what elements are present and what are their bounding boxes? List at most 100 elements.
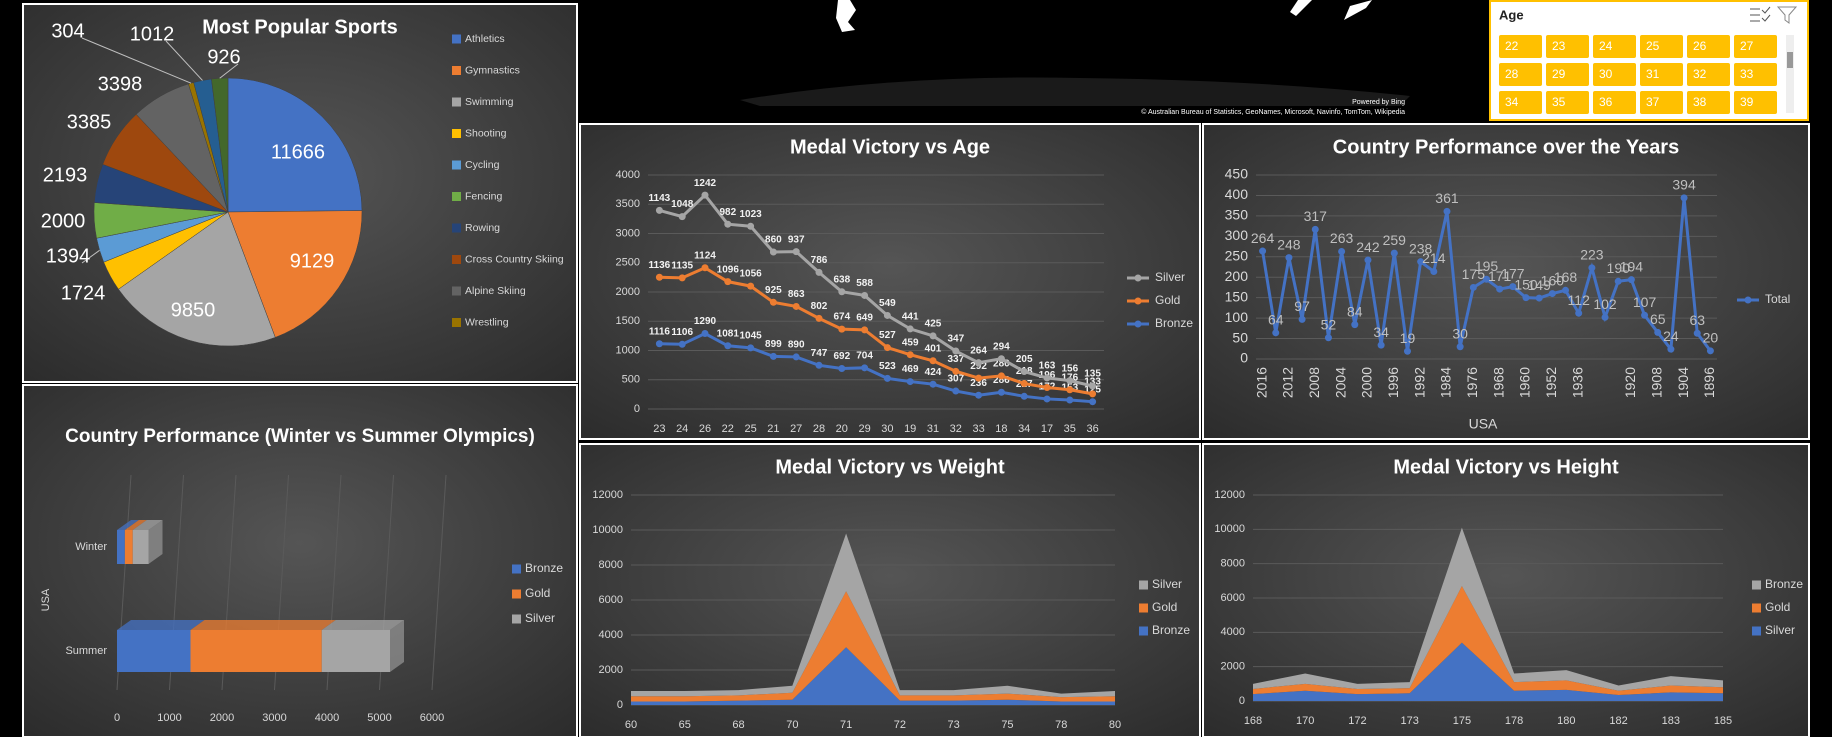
legend-label: Silver (1765, 623, 1795, 637)
marker (929, 332, 937, 340)
x-tick-label: 80 (1109, 719, 1121, 731)
slicer-button[interactable] (1640, 63, 1683, 86)
slicer-button[interactable] (1734, 35, 1777, 58)
marker (1522, 294, 1530, 302)
slicer-button-label[interactable]: 37 (1646, 95, 1660, 109)
scrollbar[interactable] (1786, 35, 1794, 113)
data-label: 30 (1452, 325, 1468, 341)
slicer-button-label[interactable]: 27 (1740, 39, 1754, 53)
slicer-button[interactable] (1499, 91, 1542, 114)
legend-swatch (452, 160, 461, 170)
slicer-button[interactable] (1546, 63, 1589, 86)
slicer-button-label[interactable]: 29 (1552, 67, 1566, 81)
slicer-button-label[interactable]: 39 (1740, 95, 1754, 109)
data-label: 459 (902, 337, 919, 348)
slicer-button-label[interactable]: 22 (1505, 39, 1519, 53)
land (1290, 0, 1312, 16)
slicer-button[interactable] (1687, 91, 1730, 114)
chart-line: Country Performance over the Years 0 50 100… (1202, 123, 1810, 440)
slicer-button[interactable] (1640, 91, 1683, 114)
leader-line (165, 40, 203, 81)
slicer-button-label[interactable]: 26 (1693, 39, 1707, 53)
slicer-button-label[interactable]: 34 (1505, 95, 1519, 109)
area (1253, 527, 1723, 691)
slicer-button-label[interactable]: 24 (1599, 39, 1613, 53)
slicer-button-label[interactable]: 30 (1599, 67, 1613, 81)
data-label: 638 (833, 274, 850, 285)
legend-label: Gymnastics (465, 64, 520, 76)
slicer-button[interactable] (1593, 91, 1636, 114)
marker (1043, 374, 1051, 382)
marker (792, 302, 800, 310)
age-slicer: Age 22 23 24 25 26 27 28 29 30 31 32 33 34 35 36 37 38 39 (1489, 0, 1809, 121)
marker (747, 344, 755, 352)
legend-swatch (1752, 580, 1761, 590)
slicer-button[interactable] (1593, 35, 1636, 58)
bar-top (117, 520, 139, 530)
marker (929, 380, 937, 388)
slicer-button[interactable] (1593, 63, 1636, 86)
x-tick-label: 27 (790, 423, 802, 435)
data-label: 424 (925, 367, 942, 378)
data-label: 786 (811, 255, 828, 266)
marker (861, 364, 869, 372)
slicer-button-label[interactable]: 36 (1599, 95, 1613, 109)
data-label: 1045 (739, 331, 762, 342)
y-tick-label: 8000 (599, 559, 623, 571)
marker (1706, 347, 1714, 355)
y-tick-label: 2500 (616, 257, 640, 269)
slicer-button-label[interactable]: 28 (1505, 67, 1519, 81)
marker (1089, 390, 1097, 398)
legend-swatch (1134, 297, 1142, 305)
data-label: 149 (1528, 277, 1552, 293)
scrollbar-thumb[interactable] (1787, 52, 1793, 68)
slicer-button-label[interactable]: 35 (1552, 95, 1566, 109)
data-label: 97 (1294, 298, 1310, 314)
data-label: 863 (788, 289, 805, 300)
slicer-button[interactable] (1546, 91, 1589, 114)
marker (1693, 329, 1701, 337)
data-label: 294 (993, 341, 1010, 352)
marker (747, 222, 755, 230)
data-label: 1290 (694, 316, 717, 327)
x-tick-label: 29 (858, 423, 870, 435)
marker (997, 372, 1005, 380)
map-credit: © Australian Bureau of Statistics, GeoNa… (1141, 108, 1405, 116)
slicer-button-label[interactable]: 32 (1693, 67, 1707, 81)
bar-top (321, 620, 404, 630)
legend-swatch (452, 34, 461, 44)
marker (1259, 247, 1267, 255)
slicer-button[interactable] (1734, 91, 1777, 114)
slicer-button-label[interactable]: 25 (1646, 39, 1660, 53)
slicer-button-label[interactable]: 23 (1552, 39, 1566, 53)
slicer-button[interactable] (1734, 63, 1777, 86)
bar-top (190, 620, 336, 630)
marker (1285, 254, 1293, 262)
marker (952, 387, 960, 395)
data-label: 171 (1488, 268, 1512, 284)
x-tick-label: 178 (1505, 715, 1523, 727)
slicer-button-label[interactable]: 33 (1740, 67, 1754, 81)
slicer-button[interactable] (1546, 35, 1589, 58)
slicer-button-label[interactable]: 38 (1693, 95, 1707, 109)
multi-select-icon[interactable] (1750, 6, 1771, 22)
slicer-button[interactable] (1687, 63, 1730, 86)
slicer-button[interactable] (1499, 63, 1542, 86)
legend-label: Athletics (465, 33, 505, 45)
data-label: 304 (51, 20, 84, 42)
x-tick-label: 2012 (1280, 367, 1296, 398)
x-axis-label: USA (1469, 416, 1498, 432)
legend-swatch (452, 66, 461, 75)
slicer-button[interactable] (1499, 35, 1542, 58)
chart-title: Medal Victory vs Height (1393, 456, 1619, 478)
marker (1641, 311, 1649, 319)
slicer-button[interactable] (1640, 35, 1683, 58)
data-label: 1242 (694, 178, 717, 189)
slicer-button-label[interactable]: 31 (1646, 67, 1660, 81)
marker (997, 388, 1005, 396)
clear-filter-icon[interactable] (1776, 6, 1798, 24)
slicer-button[interactable] (1687, 35, 1730, 58)
chart-panel (1202, 123, 1810, 440)
x-tick-label: 24 (676, 423, 688, 435)
data-label: 1143 (649, 193, 671, 204)
